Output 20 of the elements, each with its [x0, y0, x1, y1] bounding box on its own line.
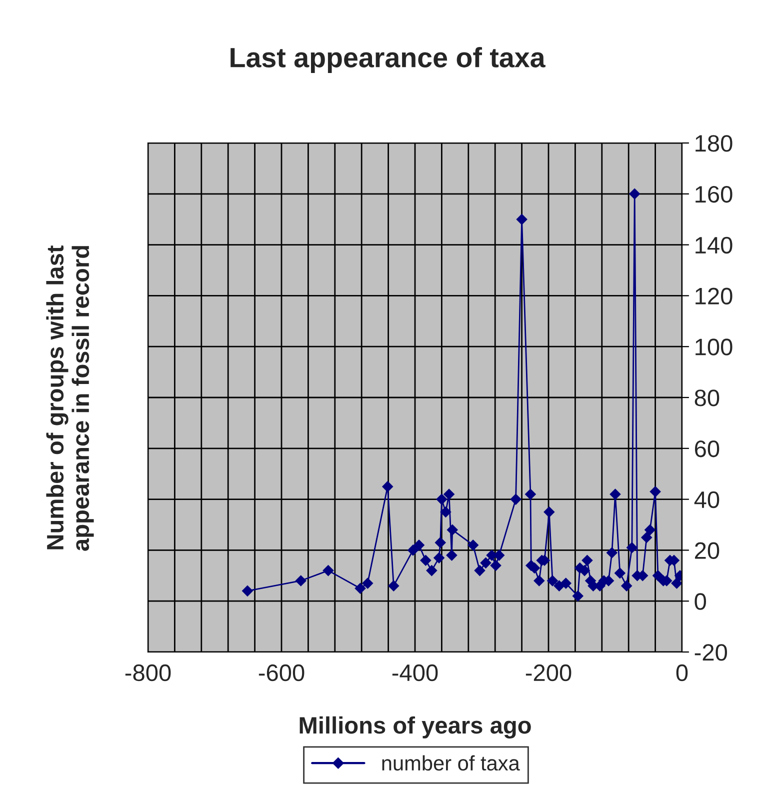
- y-tick-label: 180: [696, 135, 732, 152]
- y-tick-label: 40: [694, 491, 720, 508]
- x-tick-label: -600: [258, 664, 304, 682]
- y-tick-label: -20: [694, 644, 728, 661]
- y-tick-label: 120: [696, 288, 732, 304]
- x-tick-label: -400: [392, 664, 438, 682]
- x-tick-label: -200: [526, 664, 572, 682]
- x-tick-label: -800: [125, 664, 171, 682]
- y-tick-label: 60: [695, 440, 720, 458]
- y-tick-label: 140: [696, 236, 732, 254]
- legend-label: number of taxa: [382, 755, 520, 771]
- y-tick-label: 100: [696, 338, 732, 356]
- y-axis-title: Number of groups with last appearance in fossil record: [46, 245, 94, 551]
- y-tick-label: 80: [694, 390, 720, 406]
- x-tick-label: 0: [676, 664, 688, 682]
- chart-title: Last appearance of taxa: [230, 47, 546, 73]
- y-tick-label: 160: [696, 186, 732, 203]
- x-axis-title: Millions of years ago: [300, 716, 531, 738]
- y-tick-label: 0: [694, 593, 706, 610]
- y-tick-label: 20: [694, 542, 720, 559]
